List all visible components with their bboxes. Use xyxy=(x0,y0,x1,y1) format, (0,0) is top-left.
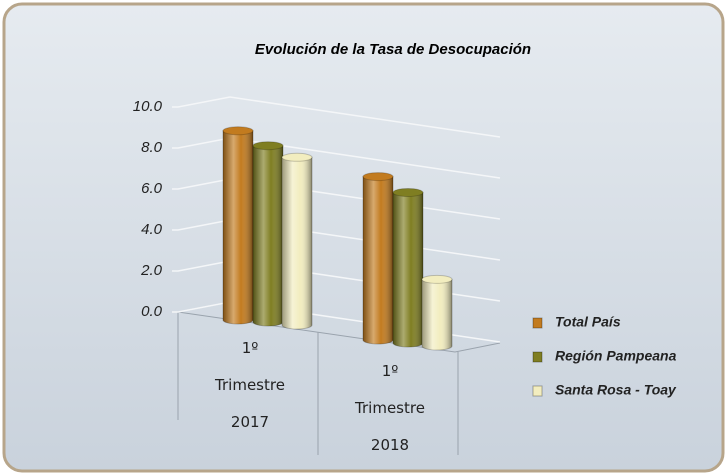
bar-shade xyxy=(223,130,253,324)
bar-top xyxy=(421,274,453,284)
bar-top xyxy=(252,141,284,151)
chart-title: Evolución de la Tasa de Desocupación xyxy=(255,41,531,58)
bar-shade xyxy=(393,192,423,347)
grid-line xyxy=(172,96,501,138)
bar-shade xyxy=(282,157,312,329)
bar-shade xyxy=(253,145,283,326)
y-tick-label: 4.0 xyxy=(141,221,163,238)
x-tick-label: 1º Trimestre 2018 xyxy=(355,362,425,454)
x-tick-label: 1º Trimestre 2017 xyxy=(215,339,285,431)
legend-swatch xyxy=(532,317,543,329)
grid-line xyxy=(172,137,501,179)
legend-label: Total País xyxy=(555,314,621,330)
legend-swatch xyxy=(532,385,543,397)
legend-label: Región Pampeana xyxy=(555,348,677,364)
bar-top xyxy=(281,152,313,162)
y-tick-label: 8.0 xyxy=(141,139,163,156)
y-tick-label: 0.0 xyxy=(141,303,163,320)
bar-top xyxy=(392,188,424,197)
bar-top xyxy=(362,172,394,182)
y-tick-label: 6.0 xyxy=(141,180,163,197)
legend-swatch xyxy=(532,351,543,363)
y-tick-label: 2.0 xyxy=(140,262,163,279)
bar-shade xyxy=(363,176,393,344)
legend-label: Santa Rosa - Toay xyxy=(555,382,677,398)
bar-top xyxy=(222,126,254,136)
y-tick-label: 10.0 xyxy=(133,98,163,115)
bar-shade xyxy=(422,279,452,350)
